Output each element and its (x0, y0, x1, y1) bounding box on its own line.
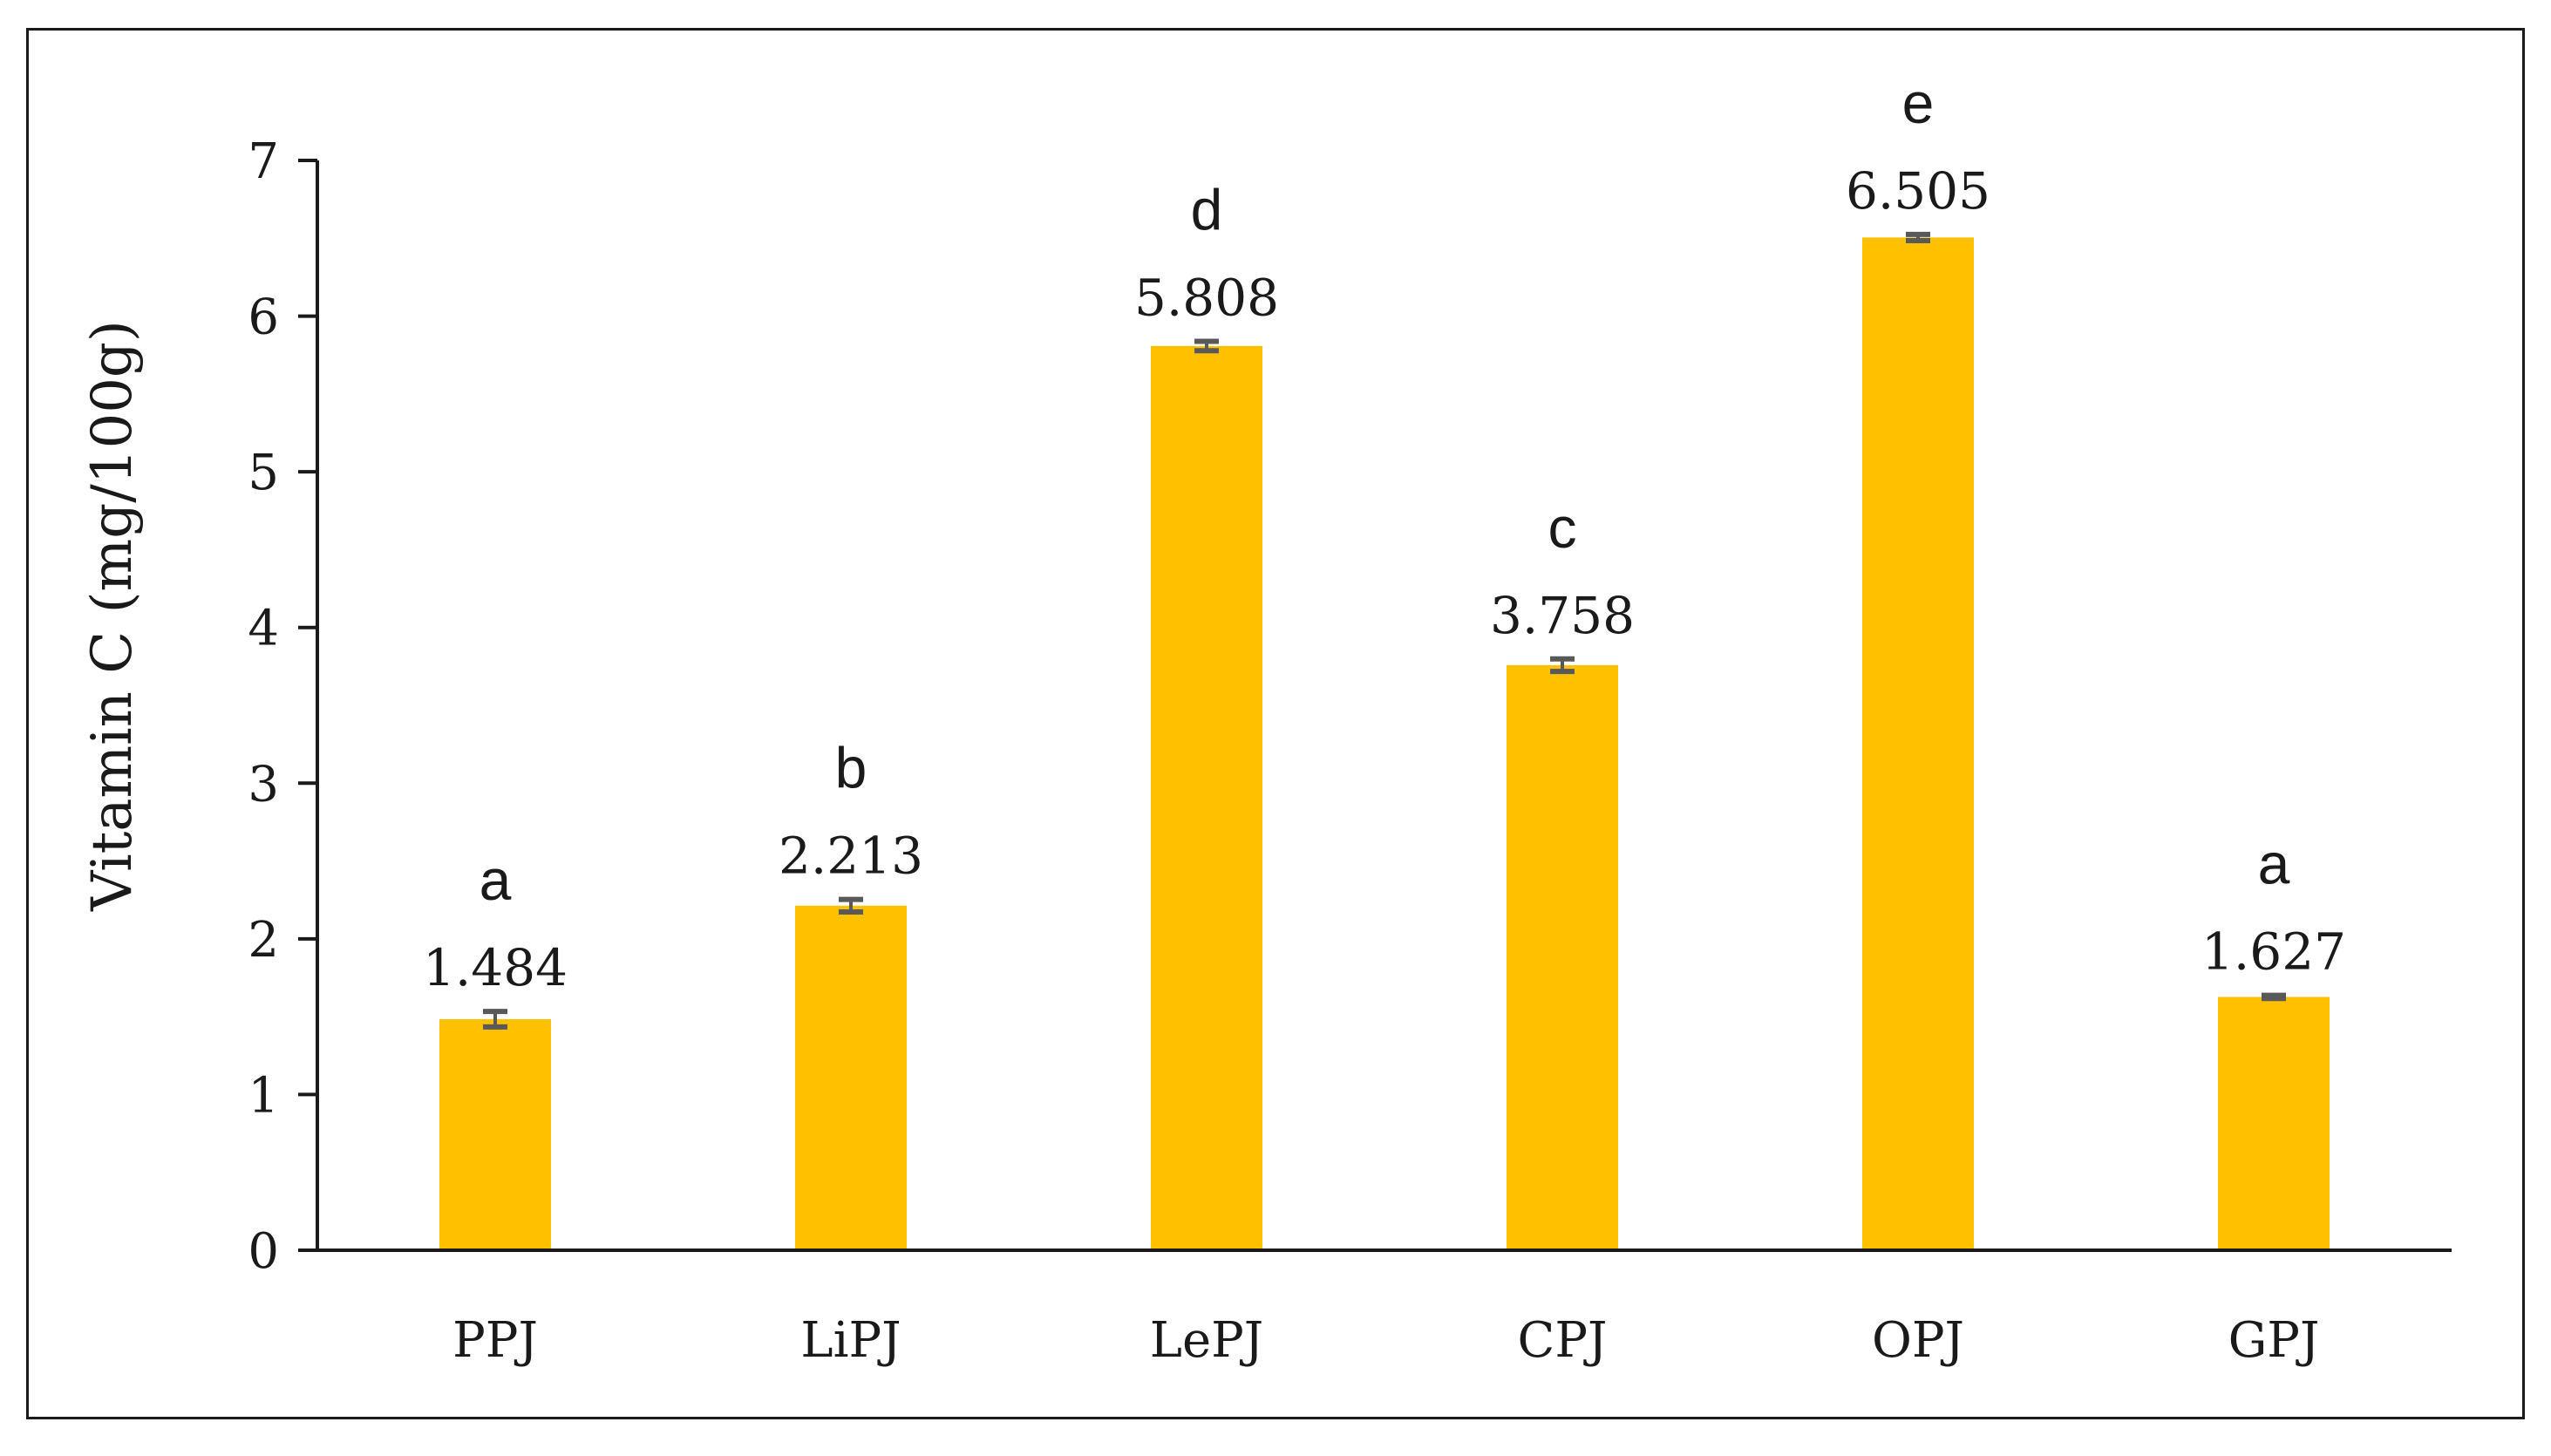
x-tick-label: OPJ (1872, 1312, 1964, 1369)
x-tick-label: LiPJ (800, 1312, 901, 1369)
significance-letter: a (480, 847, 512, 912)
significance-letter: c (1548, 495, 1577, 560)
bar (1507, 664, 1618, 1250)
axes-layer (298, 159, 2452, 1252)
y-tick-label: 4 (248, 601, 279, 657)
bar (795, 905, 907, 1250)
x-tick-label: LePJ (1150, 1312, 1263, 1369)
bar (2218, 997, 2330, 1250)
bar (439, 1019, 551, 1250)
y-tick-label: 0 (248, 1223, 279, 1280)
significance-letter: b (835, 736, 867, 800)
y-tick-label: 6 (248, 289, 279, 346)
labels-layer: 0 1 2 3 4 5 6 7 1.484 a PPJ 2.213 b LiPJ 5.808 d LePJ 3.7… (248, 71, 2346, 1369)
data-label: 1.627 (2201, 922, 2346, 982)
y-tick-label: 1 (248, 1067, 279, 1124)
x-tick-label: CPJ (1518, 1312, 1608, 1369)
y-tick-label: 3 (248, 756, 279, 813)
bar (1151, 345, 1262, 1250)
y-tick-label: 2 (248, 912, 279, 969)
x-tick-label: PPJ (452, 1312, 538, 1369)
y-axis-title: Vitamin C (mg/100g) (80, 320, 145, 912)
data-label: 3.758 (1490, 586, 1635, 645)
significance-letter: a (2258, 832, 2290, 896)
data-label: 2.213 (779, 827, 923, 886)
significance-letter: d (1191, 178, 1223, 242)
bar (1862, 237, 1974, 1251)
significance-letter: e (1902, 71, 1935, 135)
data-label: 5.808 (1134, 269, 1279, 328)
data-label: 6.505 (1846, 161, 1990, 221)
error-bars-layer (483, 231, 2286, 1030)
bars-layer (439, 237, 2330, 1251)
data-label: 1.484 (423, 938, 568, 997)
x-tick-label: GPJ (2228, 1312, 2320, 1369)
y-tick-label: 5 (248, 445, 279, 501)
y-tick-label: 7 (248, 133, 279, 190)
